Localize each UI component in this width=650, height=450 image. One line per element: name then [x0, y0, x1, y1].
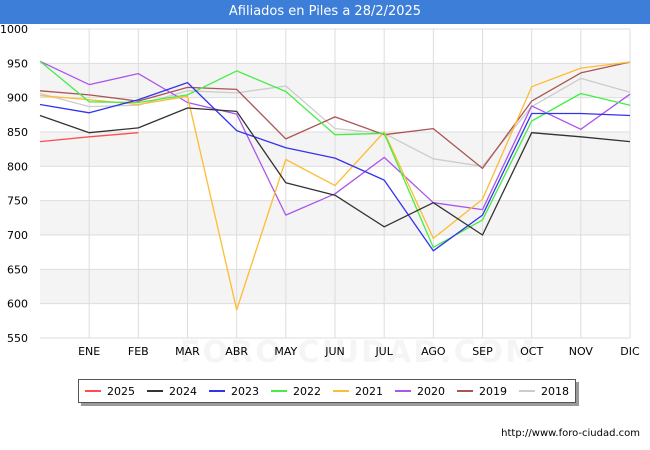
- legend-item-2023: 2023: [209, 385, 259, 398]
- grid-lines: [40, 28, 631, 339]
- legend-item-2025: 2025: [85, 385, 135, 398]
- y-tick-label: 850: [7, 126, 28, 139]
- chart-title: Afiliados en Piles a 28/2/2025: [0, 0, 650, 24]
- legend-swatch: [457, 390, 473, 392]
- series-line-2024: [39, 107, 631, 236]
- y-axis-ticks: 550 600 650 700 750 800 850 900 950 1000: [0, 23, 28, 345]
- x-tick-label: SEP: [472, 345, 493, 358]
- y-tick-label: 900: [7, 92, 28, 105]
- legend-item-2022: 2022: [271, 385, 321, 398]
- legend-label: 2020: [417, 384, 445, 398]
- x-tick-label: AGO: [421, 345, 446, 358]
- legend-label: 2022: [293, 384, 321, 398]
- source-url: http://www.foro-ciudad.com: [501, 428, 640, 439]
- series-line-2021: [39, 61, 631, 311]
- legend-swatch: [209, 390, 225, 392]
- x-tick-label: ENE: [78, 345, 100, 358]
- legend-swatch: [519, 390, 535, 392]
- watermark: FORO-CIUDAD.COM: [180, 335, 537, 370]
- legend-swatch: [395, 390, 411, 392]
- legend-item-2021: 2021: [333, 385, 383, 398]
- x-tick-label: OCT: [520, 345, 543, 358]
- series-line-2025: [39, 132, 139, 143]
- series-line-2022: [39, 60, 631, 249]
- y-tick-label: 800: [7, 160, 28, 173]
- y-tick-label: 950: [7, 57, 28, 70]
- series-line-2020: [39, 60, 631, 216]
- legend-swatch: [85, 390, 101, 392]
- y-tick-label: 650: [7, 263, 28, 276]
- y-tick-label: 750: [7, 195, 28, 208]
- y-tick-label: 600: [7, 298, 28, 311]
- legend-swatch: [147, 390, 163, 392]
- x-axis-ticks: ENE FEB MAR ABR MAY JUN JUL AGO SEP OCT NOV DIC: [78, 345, 640, 358]
- legend-swatch: [333, 390, 349, 392]
- x-tick-label: DIC: [620, 345, 640, 358]
- y-tick-label: 1000: [0, 23, 28, 36]
- series-line-2023: [39, 81, 631, 252]
- x-tick-label: JUN: [324, 345, 345, 358]
- legend-label: 2023: [231, 384, 259, 398]
- x-tick-label: ABR: [225, 345, 248, 358]
- x-tick-label: MAR: [175, 345, 200, 358]
- legend-label: 2018: [541, 384, 569, 398]
- legend-item-2018: 2018: [519, 385, 569, 398]
- series-line-2019: [39, 61, 631, 170]
- legend: 2025 2024 2023 2022 2021 2020 2019 2018: [78, 379, 576, 403]
- legend-item-2020: 2020: [395, 385, 445, 398]
- legend-item-2019: 2019: [457, 385, 507, 398]
- legend-label: 2025: [107, 384, 135, 398]
- x-tick-label: FEB: [128, 345, 149, 358]
- x-tick-label: JUL: [374, 345, 393, 358]
- series-lines: [39, 60, 631, 311]
- legend-label: 2019: [479, 384, 507, 398]
- x-tick-label: NOV: [569, 345, 594, 358]
- x-tick-label: MAY: [274, 345, 297, 358]
- y-tick-label: 700: [7, 229, 28, 242]
- y-tick-label: 550: [7, 332, 28, 345]
- legend-swatch: [271, 390, 287, 392]
- legend-label: 2024: [169, 384, 197, 398]
- legend-label: 2021: [355, 384, 383, 398]
- legend-item-2024: 2024: [147, 385, 197, 398]
